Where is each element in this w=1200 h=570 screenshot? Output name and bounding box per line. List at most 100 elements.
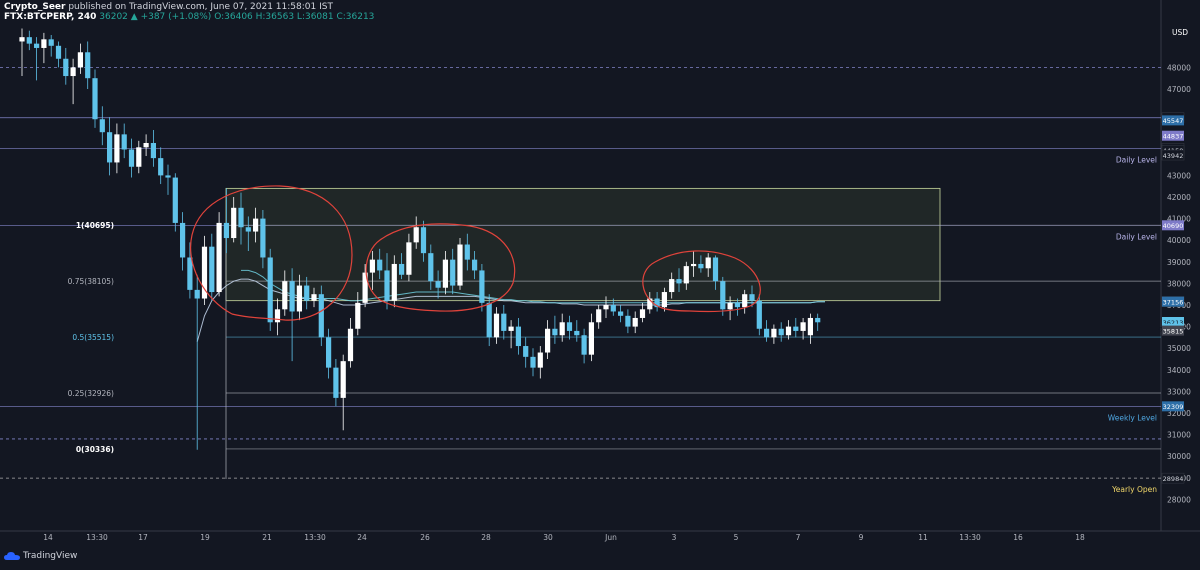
candle-body [523,346,529,357]
candle-body [333,367,339,398]
candle-body [442,259,448,288]
candle-body [34,43,40,48]
candle-body [238,207,244,228]
candle-body [296,285,302,312]
fib-label: 0.5(35515) [72,333,114,342]
candle-body [457,244,463,286]
candle-body [661,292,667,308]
candle-body [559,322,565,336]
fib-label: 0(30336) [76,445,114,454]
candle-body [267,257,273,323]
candle-body [282,281,288,310]
candle-body [705,257,711,269]
price-tick-label: 41000 [1167,215,1191,224]
level-label: Daily Level [1116,232,1157,241]
candle-body [399,263,405,275]
candle-body [216,222,222,293]
candle-body [245,227,251,232]
time-tick-label: 19 [200,533,210,542]
candle-body [121,134,127,150]
price-label-box [1162,325,1184,336]
time-axis: 14 13:30 17 19 21 13:30 24 26 28 30 Jun 3 5 7 9 11 13:30… [43,533,1085,542]
price-tick-label: 34000 [1167,366,1191,375]
candle-body [756,300,762,329]
candle-body [632,317,638,327]
price-label-box [1162,220,1184,231]
candle-body [537,352,543,368]
candle-body [720,281,726,310]
circle-annotation-1 [190,185,353,321]
candle-body [793,326,799,331]
candle-body [41,39,47,48]
candle-body [92,78,98,120]
symbol-name[interactable]: FTX:BTCPERP, 240 [4,12,97,22]
candle-body [450,259,456,286]
candle-body [318,294,324,338]
price-tick-label: 42000 [1167,193,1191,202]
price-tick-label: 35000 [1167,344,1191,353]
candle-body [493,313,500,338]
candle-body [289,281,295,312]
time-tick-label: 13:30 [304,533,326,542]
candle-body [486,302,492,338]
level-label: Yearly Open [1111,485,1157,494]
moving-average-line-2 [241,269,825,304]
candle-body [603,305,609,310]
candle-body [340,361,346,398]
candle-body [676,279,682,284]
time-tick-label: 21 [262,533,272,542]
price-label-text: 32309 [1163,403,1184,411]
time-tick-label: 13:30 [959,533,981,542]
candle-body [19,37,25,42]
candle-body [552,328,558,336]
candle-body [150,143,156,159]
candle-body [581,335,587,355]
candle-body [647,298,653,310]
time-tick-label: 5 [734,533,739,542]
price-tick-label: 40000 [1167,236,1191,245]
candle-body [815,317,821,323]
price-label-box [1161,149,1185,161]
price-axis: 2800029000300003100032000330003400035000… [1158,28,1191,504]
candle-body [369,259,375,273]
price-tick-label: 28000 [1167,495,1191,504]
price-tick-label: 47000 [1167,85,1191,94]
price-tick-label: 33000 [1167,387,1191,396]
candle-body [785,326,792,336]
candle-body [698,263,704,269]
publish-text: published on TradingView.com, June 07, 2… [68,2,333,12]
author-name[interactable]: Crypto_Seer [4,2,66,12]
candle-body [391,263,397,301]
candle-body [326,337,332,368]
candle-body [136,147,142,167]
candle-body [158,158,164,176]
candle-body [384,270,390,301]
price-tick-label: 43000 [1167,171,1191,180]
fib-label: 1(40695) [76,221,114,230]
candle-body [413,227,419,243]
circle-annotation-3 [642,250,761,313]
candle-body [63,58,69,77]
candle-body [669,279,675,293]
price-tick-label: 30000 [1167,452,1191,461]
candle-body [85,52,91,79]
price-tick-label: 38000 [1167,279,1191,288]
candle-body [749,294,755,301]
price-label-box [1162,296,1184,307]
circle-annotation-2 [365,223,516,312]
candle-body [377,259,383,271]
candle-body [618,311,624,316]
price-change: ▲ +387 (+1.08%) [130,12,212,22]
tradingview-logo[interactable]: TradingView [4,551,77,561]
candle-body [464,244,470,260]
price-label-text: 44837 [1163,133,1184,141]
candle-body [800,322,806,331]
time-tick-label: 7 [796,533,801,542]
candle-body [362,272,368,303]
price-label-box [1162,115,1184,126]
candle-body [515,326,521,347]
price-label-text: 28984 [1163,475,1184,483]
candle-body [311,294,317,301]
